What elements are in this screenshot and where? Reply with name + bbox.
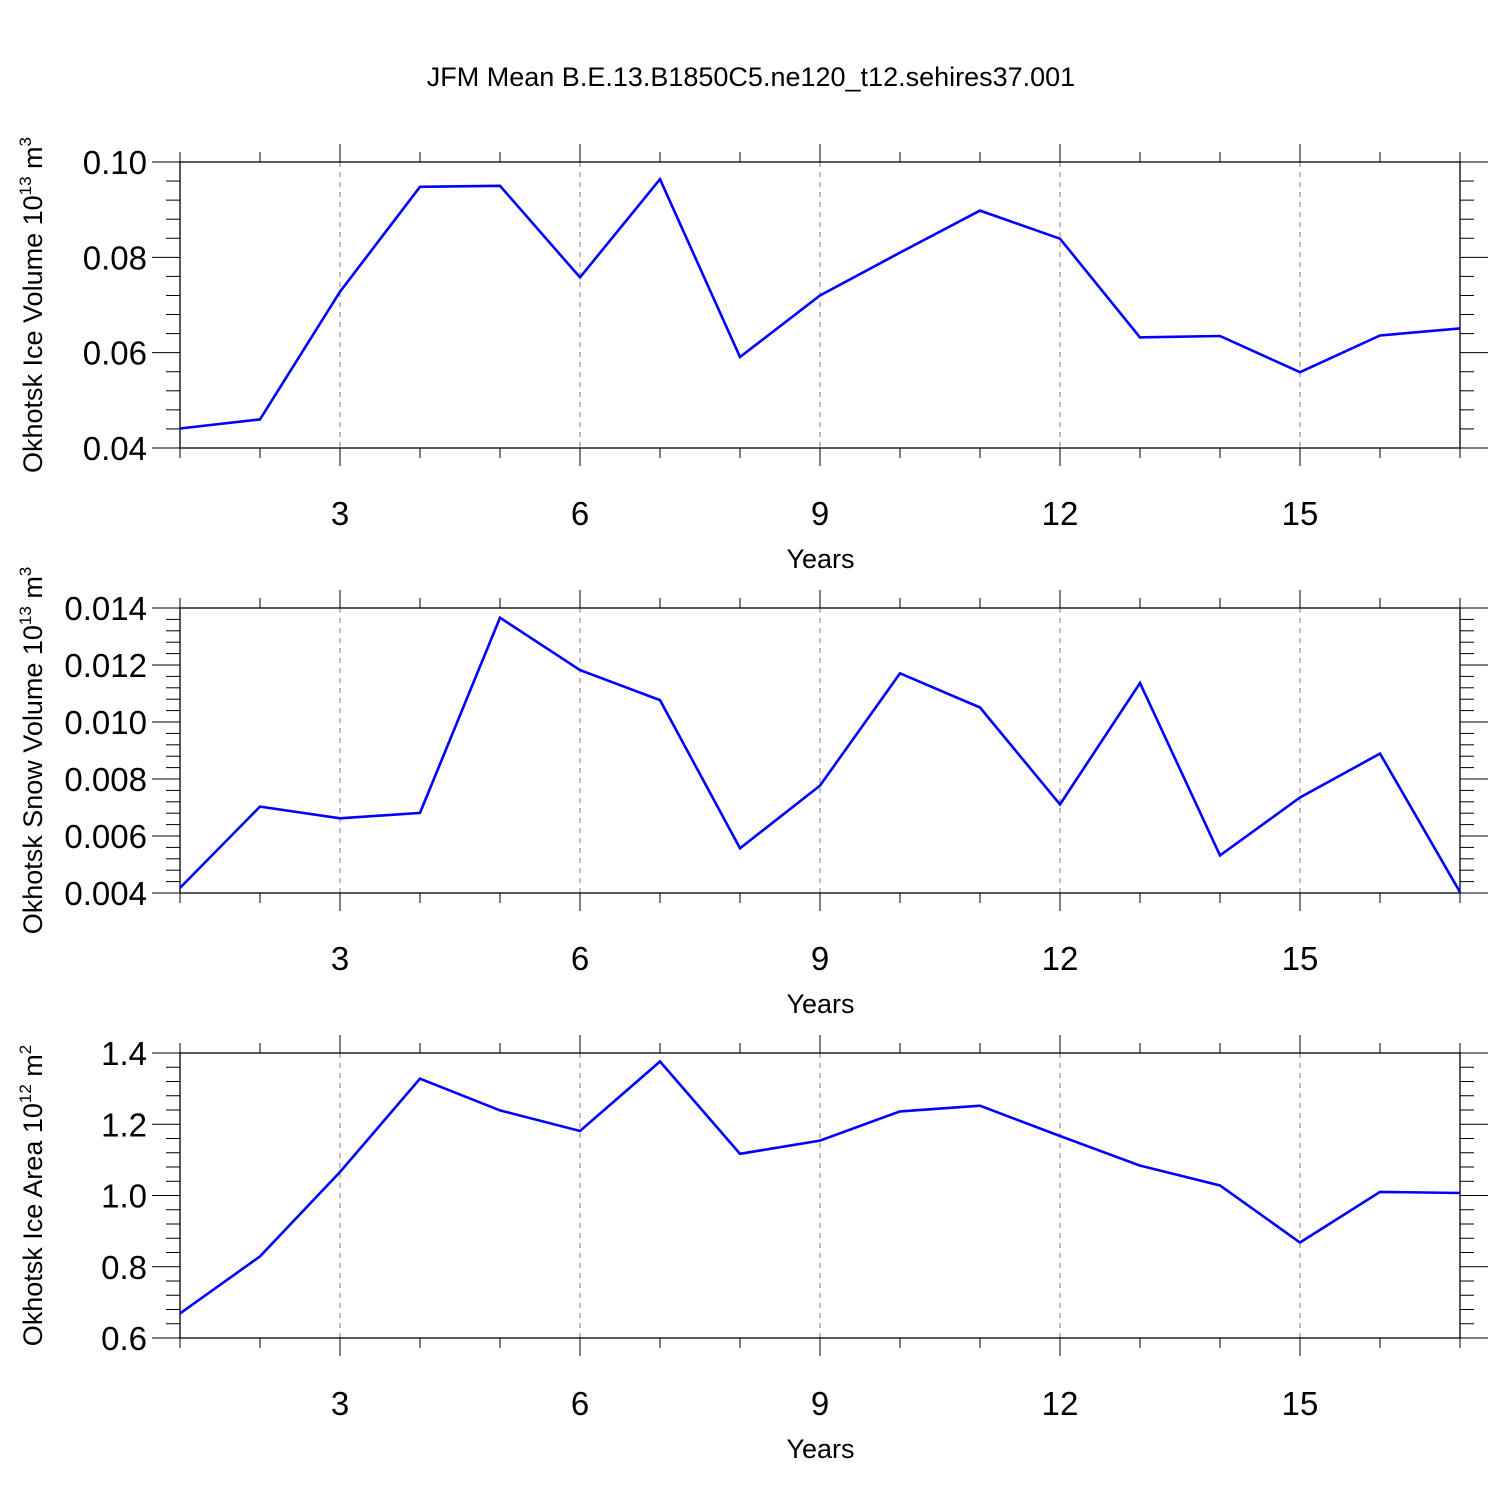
y-tick-label: 0.06 xyxy=(83,335,147,372)
chart-panel-3: 3 6 9 12 15 0.6 0.8 1.0 1.2 1.4 Years Okhotsk Ice A… xyxy=(16,1035,1488,1464)
y-tick-label: 0.08 xyxy=(83,239,147,276)
y-tick-label: 0.04 xyxy=(83,430,147,467)
y-tick-label: 0.012 xyxy=(64,647,147,684)
figure-title: JFM Mean B.E.13.B1850C5.ne120_t12.sehire… xyxy=(427,62,1075,92)
x-axis-label: Years xyxy=(786,1434,854,1464)
y-tick-label: 0.008 xyxy=(64,761,147,798)
x-axis-label: Years xyxy=(786,544,854,574)
x-tick-label: 15 xyxy=(1282,940,1319,977)
y-tick-label: 0.014 xyxy=(64,590,147,627)
y-axis-label: Okhotsk Snow Volume 1013 m3 xyxy=(16,567,48,935)
x-tick-label: 6 xyxy=(571,940,589,977)
x-tick-label: 12 xyxy=(1042,1385,1079,1422)
x-tick-label: 3 xyxy=(331,1385,349,1422)
x-tick-label: 12 xyxy=(1042,940,1079,977)
chart-panel-2: 3 6 9 12 15 0.004 0.006 0.008 0.010 0.012 0.014 Yea… xyxy=(16,567,1488,1019)
x-tick-label: 6 xyxy=(571,495,589,532)
y-tick-label: 0.8 xyxy=(101,1249,147,1286)
x-tick-label: 6 xyxy=(571,1385,589,1422)
y-axis-label: Okhotsk Ice Volume 1013 m3 xyxy=(16,137,48,473)
chart-panel-1: 3 6 9 12 15 0.04 0.06 0.08 0.10 Years Okhotsk Ice … xyxy=(16,137,1488,574)
x-tick-label: 3 xyxy=(331,495,349,532)
y-axis-label: Okhotsk Ice Area 1012 m2 xyxy=(16,1045,48,1347)
y-tick-label: 0.004 xyxy=(64,875,147,912)
x-axis-label: Years xyxy=(786,989,854,1019)
y-tick-label: 0.006 xyxy=(64,818,147,855)
x-tick-label: 15 xyxy=(1282,1385,1319,1422)
y-tick-label: 0.010 xyxy=(64,704,147,741)
y-tick-label: 0.6 xyxy=(101,1320,147,1357)
y-tick-label: 1.2 xyxy=(101,1106,147,1143)
x-tick-label: 9 xyxy=(811,1385,829,1422)
x-tick-label: 15 xyxy=(1282,495,1319,532)
y-tick-label: 1.0 xyxy=(101,1178,147,1215)
y-tick-label: 1.4 xyxy=(101,1035,147,1072)
x-tick-label: 9 xyxy=(811,495,829,532)
y-tick-label: 0.10 xyxy=(83,144,147,181)
x-tick-label: 12 xyxy=(1042,495,1079,532)
x-tick-label: 3 xyxy=(331,940,349,977)
x-tick-label: 9 xyxy=(811,940,829,977)
